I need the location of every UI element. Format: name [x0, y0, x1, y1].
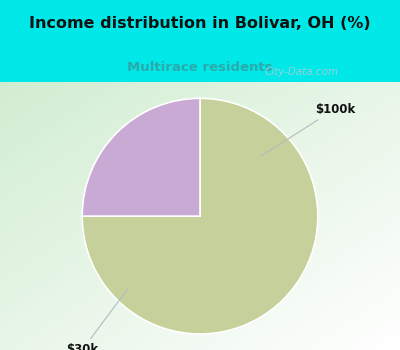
Text: $30k: $30k [66, 289, 128, 350]
Wedge shape [82, 98, 318, 334]
Text: Multirace residents: Multirace residents [127, 61, 273, 74]
Text: $100k: $100k [261, 103, 355, 156]
Wedge shape [82, 98, 200, 216]
Text: Income distribution in Bolivar, OH (%): Income distribution in Bolivar, OH (%) [29, 15, 371, 30]
Text: City-Data.com: City-Data.com [265, 66, 339, 77]
